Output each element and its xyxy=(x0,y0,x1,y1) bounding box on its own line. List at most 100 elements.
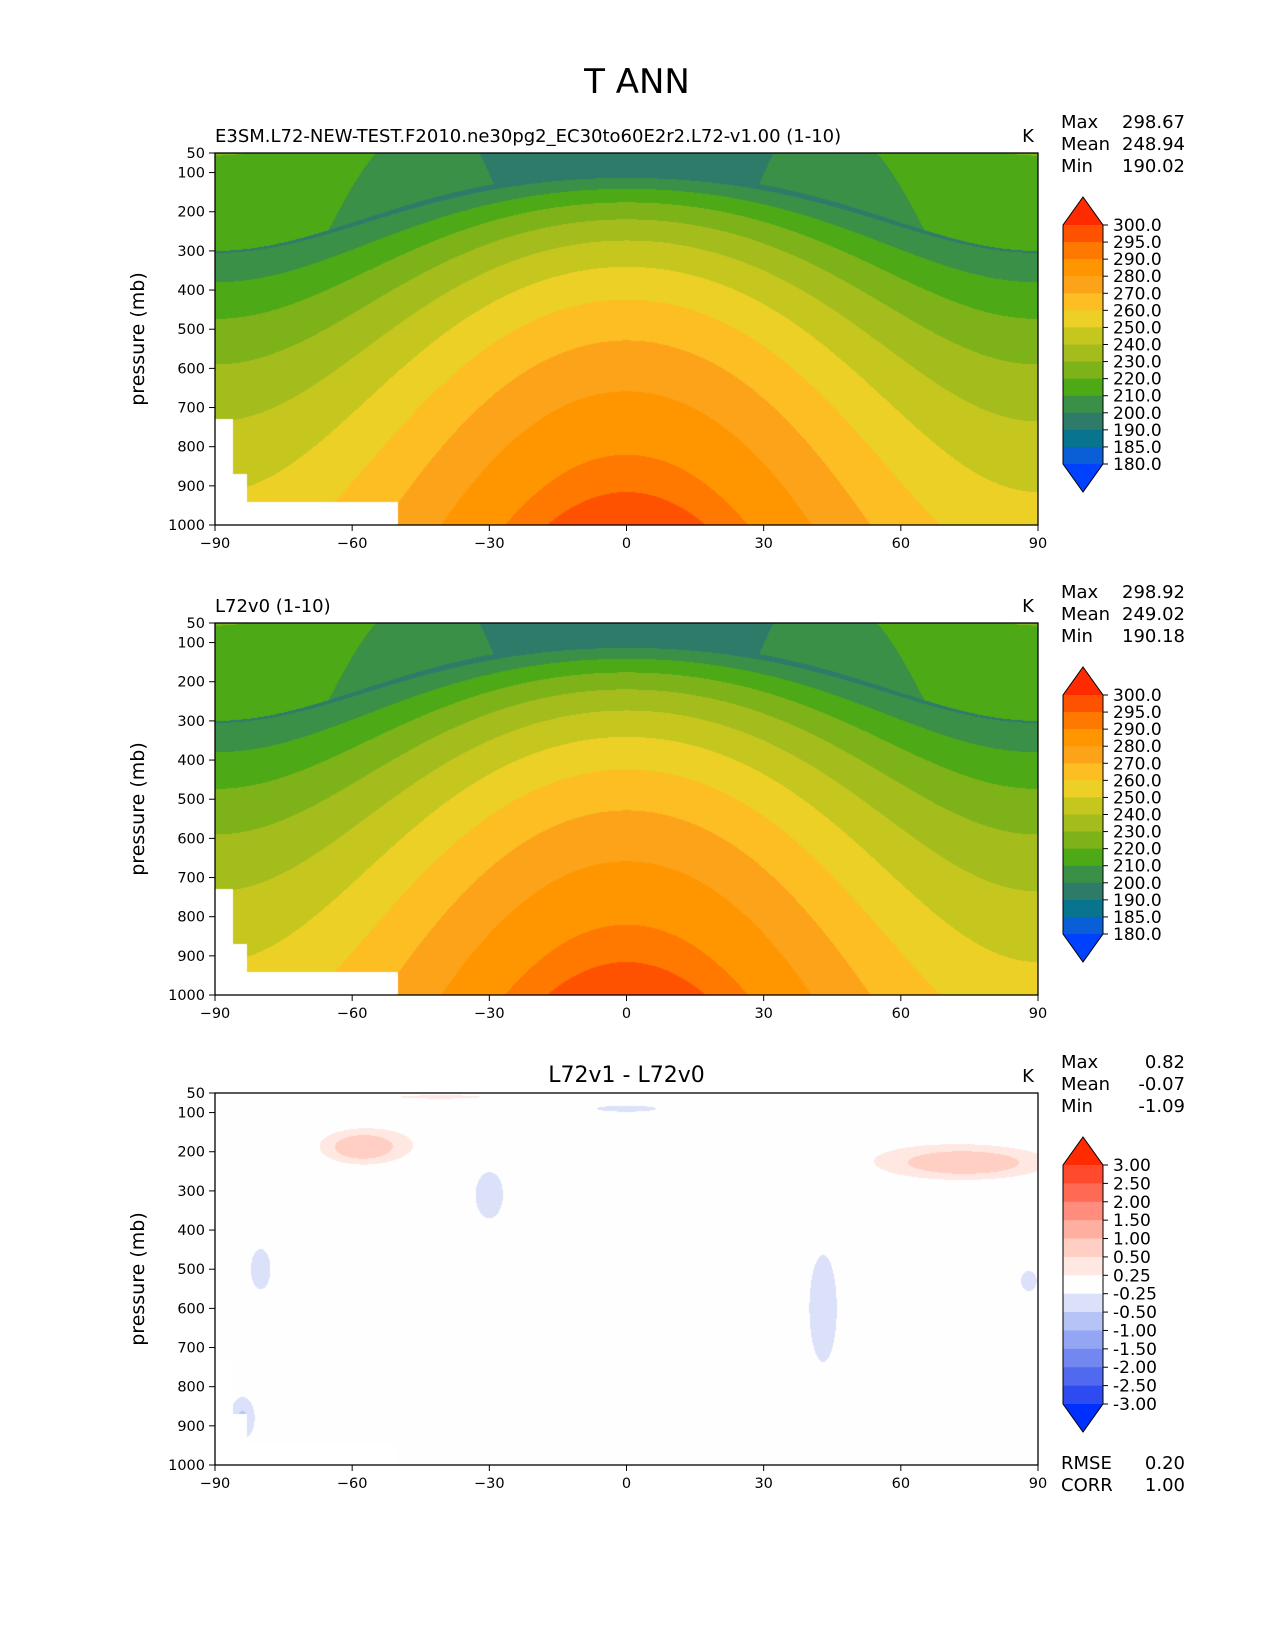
colorbar-level-label: 200.0 xyxy=(1113,874,1162,894)
y-tick-label: 600 xyxy=(177,361,205,377)
colorbar-level-label: 250.0 xyxy=(1113,788,1162,808)
stat-label: Mean xyxy=(1061,1074,1110,1095)
colorbar-level-label: 300.0 xyxy=(1113,216,1162,236)
colorbar-level-label: 180.0 xyxy=(1113,925,1162,945)
colorbar-level-label: 290.0 xyxy=(1113,250,1162,270)
stat-value: 249.02 xyxy=(1122,604,1185,625)
colorbar-level-label: 260.0 xyxy=(1113,301,1162,321)
colorbar-swatch xyxy=(1063,259,1103,277)
colorbar-extend-top xyxy=(1063,197,1103,225)
stat-value: 1.00 xyxy=(1145,1475,1185,1496)
y-tick-label: 100 xyxy=(177,636,205,652)
contour-field-3 xyxy=(215,1093,1038,1465)
colorbar-swatch xyxy=(1063,361,1103,380)
colorbar-level-label: 210.0 xyxy=(1113,387,1162,407)
colorbar-swatch xyxy=(1063,729,1103,747)
y-tick-label: 300 xyxy=(177,244,205,260)
colorbar-extend-bottom xyxy=(1063,934,1103,962)
y-tick-label: 400 xyxy=(177,283,205,299)
stat-value: -1.09 xyxy=(1138,1096,1185,1117)
stat-label: Mean xyxy=(1061,134,1110,155)
colorbar-swatch xyxy=(1063,1220,1103,1240)
colorbar-level-label: 300.0 xyxy=(1113,686,1162,706)
y-tick-label: 100 xyxy=(177,1106,205,1122)
colorbar-swatch xyxy=(1063,276,1103,294)
chart-panel-1: E3SM.L72-NEW-TEST.F2010.ne30pg2_EC30to60… xyxy=(127,112,1185,552)
colorbar-level-label: 295.0 xyxy=(1113,233,1162,253)
colorbar-swatch xyxy=(1063,429,1103,448)
stat-value: 0.20 xyxy=(1145,1453,1185,1474)
y-tick-label: 100 xyxy=(177,166,205,182)
colorbar-swatch xyxy=(1063,746,1103,764)
y-tick-label: 50 xyxy=(187,1086,205,1102)
stat-label: Max xyxy=(1061,582,1099,603)
x-tick-label: 90 xyxy=(1029,1476,1047,1492)
colorbar-swatch xyxy=(1063,1385,1103,1405)
y-tick-label: 50 xyxy=(187,616,205,632)
x-tick-label: −30 xyxy=(474,1006,505,1022)
stat-label: RMSE xyxy=(1061,1453,1112,1474)
x-tick-label: −30 xyxy=(474,1476,505,1492)
y-tick-label: 200 xyxy=(177,1145,205,1161)
colorbar-swatch xyxy=(1063,446,1103,465)
colorbar-swatch xyxy=(1063,1165,1103,1184)
colorbar-level-label: 200.0 xyxy=(1113,404,1162,424)
x-tick-label: 30 xyxy=(754,1476,772,1492)
x-tick-label: 90 xyxy=(1029,1006,1047,1022)
colorbar-extend-bottom xyxy=(1063,464,1103,492)
y-tick-label: 700 xyxy=(177,1341,205,1357)
colorbar-level-label: 270.0 xyxy=(1113,284,1162,304)
stat-value: 248.94 xyxy=(1122,134,1185,155)
colorbar-swatch xyxy=(1063,412,1103,431)
x-tick-label: 90 xyxy=(1029,536,1047,552)
colorbar-swatch xyxy=(1063,882,1103,901)
y-tick-label: 900 xyxy=(177,479,205,495)
y-tick-label: 1000 xyxy=(168,988,205,1004)
y-tick-label: 300 xyxy=(177,714,205,730)
colorbar-level-label: 220.0 xyxy=(1113,370,1162,390)
x-tick-label: 30 xyxy=(754,1006,772,1022)
colorbar-level-label: 295.0 xyxy=(1113,703,1162,723)
colorbar-level-label: 260.0 xyxy=(1113,771,1162,791)
y-axis-label: pressure (mb) xyxy=(127,742,149,876)
y-tick-label: 900 xyxy=(177,949,205,965)
y-tick-label: 600 xyxy=(177,1301,205,1317)
colorbar-swatch xyxy=(1063,242,1103,260)
contour-field-2 xyxy=(215,623,1038,995)
colorbar-level-label: 0.50 xyxy=(1113,1248,1151,1268)
units-label: K xyxy=(1022,1066,1035,1087)
y-tick-label: 700 xyxy=(177,401,205,417)
colorbar-level-label: 190.0 xyxy=(1113,421,1162,441)
colorbar-level-label: 280.0 xyxy=(1113,267,1162,287)
colorbar-level-label: 2.00 xyxy=(1113,1193,1151,1213)
y-tick-label: 700 xyxy=(177,871,205,887)
stat-value: 190.18 xyxy=(1122,626,1185,647)
colorbar-level-label: -2.00 xyxy=(1113,1358,1157,1378)
x-tick-label: −90 xyxy=(200,1476,231,1492)
colorbar-level-label: -1.50 xyxy=(1113,1340,1157,1360)
panel-title: E3SM.L72-NEW-TEST.F2010.ne30pg2_EC30to60… xyxy=(215,126,841,147)
y-tick-label: 300 xyxy=(177,1184,205,1200)
x-tick-label: 60 xyxy=(892,1476,910,1492)
colorbar-level-label: 185.0 xyxy=(1113,438,1162,458)
stat-label: CORR xyxy=(1061,1475,1113,1496)
colorbar-level-label: 240.0 xyxy=(1113,336,1162,356)
x-tick-label: 0 xyxy=(622,1006,631,1022)
y-tick-label: 1000 xyxy=(168,518,205,534)
y-tick-label: 800 xyxy=(177,440,205,456)
y-tick-label: 900 xyxy=(177,1419,205,1435)
stat-label: Max xyxy=(1061,112,1099,133)
colorbar-extend-top xyxy=(1063,1137,1103,1165)
colorbar-level-label: 220.0 xyxy=(1113,840,1162,860)
colorbar-level-label: 240.0 xyxy=(1113,806,1162,826)
stat-label: Min xyxy=(1061,156,1093,177)
x-tick-label: −90 xyxy=(200,1006,231,1022)
x-tick-label: 0 xyxy=(622,1476,631,1492)
chart-panel-3: L72v1 - L72v0 K50100200300400500600700800… xyxy=(127,1052,1185,1496)
y-tick-label: 800 xyxy=(177,1380,205,1396)
colorbar-swatch xyxy=(1063,378,1103,397)
colorbar-level-label: 1.50 xyxy=(1113,1211,1151,1231)
colorbar-swatch xyxy=(1063,865,1103,884)
colorbar-level-label: 270.0 xyxy=(1113,754,1162,774)
colorbar-level-label: 250.0 xyxy=(1113,318,1162,338)
